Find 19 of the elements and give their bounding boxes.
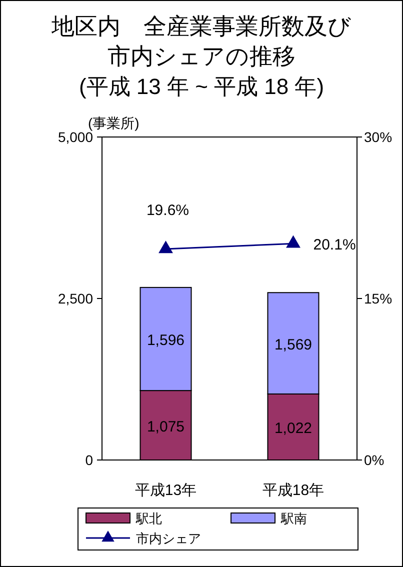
y2-tick-label: 0% — [364, 452, 384, 468]
chart-title: 地区内 全産業事業所数及び市内シェアの推移 — [50, 13, 352, 69]
y2-tick-label: 30% — [364, 129, 392, 145]
legend-label: 市内シェア — [136, 531, 201, 546]
y-axis-title: (事業所) — [88, 115, 140, 131]
legend-label: 駅南 — [280, 511, 307, 526]
data-label: 1,596 — [146, 332, 185, 350]
data-label: 1,569 — [274, 336, 312, 354]
y-tick-label: 2,500 — [58, 290, 94, 306]
x-tick-label: 平成13年 — [134, 482, 197, 499]
data-label: 19.6% — [146, 202, 190, 219]
data-label: 1,075 — [146, 418, 185, 436]
data-label: 1,022 — [274, 420, 312, 437]
chart-subtitle: (平成 13 年 ~ 平成 18 年) — [78, 74, 324, 99]
y-tick-label: 0 — [85, 452, 94, 468]
y2-tick-label: 15% — [364, 290, 392, 306]
legend-label: 駅北 — [135, 511, 162, 526]
data-label: 20.1% — [313, 236, 356, 254]
x-tick-label: 平成18年 — [262, 482, 324, 499]
